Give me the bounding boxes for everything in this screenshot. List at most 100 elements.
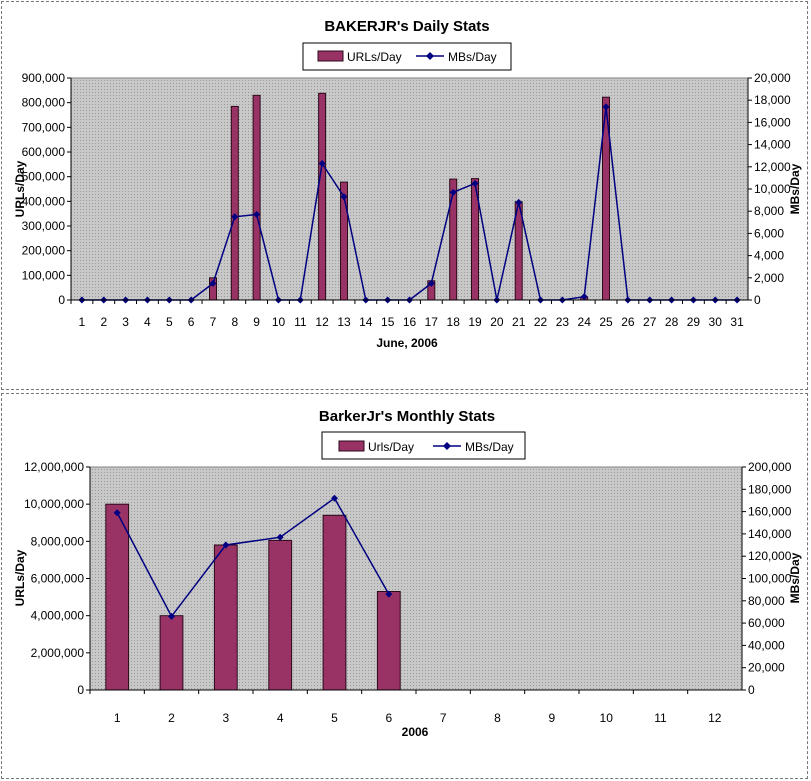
x-tick-label: 25 [599,315,613,329]
x-tick-label: 31 [730,315,744,329]
y-tick-label: 4,000,000 [31,609,85,623]
y-tick-label: 8,000,000 [31,534,85,548]
x-tick-label: 1 [114,711,121,725]
x-tick-label: 5 [166,315,173,329]
y-tick-label: 600,000 [22,145,66,159]
y-tick-label: 10,000,000 [24,497,84,511]
point-marker [427,279,435,287]
x-axis-ticks: 1 2 3 4 5 6 7 8 9 10 11 12 13 14 15 16 17 18 19 20 21 22 23 24 2… [70,299,748,329]
y2-tick-label: 120,000 [748,549,792,563]
y2-tick-label: 16,000 [754,115,791,129]
y-axis-label: URLs/Day [13,160,27,217]
point-marker [449,188,457,196]
y2-axis-label: MBs/Day [788,163,802,214]
y-axis-label: URLs/Day [13,549,27,606]
y2-tick-label: 200,000 [748,460,792,474]
monthly-stats-panel: BarkerJr's Monthly Stats Urls/Day MBs/Da… [1,393,808,779]
x-tick-label: 14 [359,315,373,329]
point-marker [276,533,284,541]
y-tick-label: 400,000 [22,194,66,208]
x-tick-label: 23 [556,315,570,329]
y2-tick-label: 160,000 [748,505,792,519]
y-tick-label: 6,000,000 [31,572,85,586]
x-tick-label: 5 [331,711,338,725]
y2-tick-label: 6,000 [754,226,784,240]
y2-tick-label: 4,000 [754,249,784,263]
x-tick-label: 9 [253,315,260,329]
x-tick-label: 4 [144,315,151,329]
y2-tick-label: 180,000 [748,482,792,496]
x-tick-label: 2 [168,711,175,725]
bar [252,94,261,301]
bar [213,544,238,691]
bar [322,514,347,691]
y2-tick-label: 60,000 [748,616,785,630]
legend-label-urls: Urls/Day [368,440,414,454]
y2-tick-label: 140,000 [748,527,792,541]
x-tick-label: 1 [79,315,86,329]
legend-label-urls: URLs/Day [347,50,402,64]
point-marker [231,213,239,221]
y-tick-label: 800,000 [22,96,66,110]
y2-tick-label: 12,000 [754,160,791,174]
x-tick-label: 7 [210,315,217,329]
y2-tick-label: 8,000 [754,204,784,218]
left-axis-ticks: 0 2,000,000 4,000,000 6,000,000 8,000,000 10,… [24,460,91,697]
point-marker [113,509,121,517]
plot-area [70,77,749,301]
x-tick-label: 13 [337,315,351,329]
daily-stats-chart: BAKERJR's Daily Stats URLs/Day MBs/Day 0… [13,18,802,350]
point-marker [515,198,523,206]
x-tick-label: 12 [708,711,722,725]
x-tick-label: 10 [600,711,614,725]
x-tick-label: 16 [403,315,417,329]
y-tick-label: 300,000 [22,219,66,233]
chart-title: BAKERJR's Daily Stats [324,18,489,35]
chart-title: BarkerJr's Monthly Stats [319,408,495,425]
y2-tick-label: 18,000 [754,93,791,107]
x-tick-label: 26 [621,315,635,329]
x-tick-label: 19 [468,315,482,329]
x-tick-label: 7 [440,711,447,725]
point-marker [331,494,338,502]
y-tick-label: 200,000 [22,244,66,258]
x-tick-label: 11 [294,315,307,329]
x-tick-label: 30 [709,315,723,329]
legend-marker-mbs [426,52,434,60]
point-marker [253,211,261,219]
x-axis-ticks: 1 2 3 4 5 6 7 8 9 10 11 12 [89,689,742,725]
y2-axis-label: MBs/Day [788,552,802,603]
line-series [113,494,393,620]
y-tick-label: 900,000 [22,71,66,85]
y-tick-label: 0 [77,683,84,697]
x-tick-label: 6 [188,315,195,329]
x-tick-label: 22 [534,315,548,329]
legend-marker-mbs [443,442,451,450]
plot-area [89,466,743,691]
point-marker [168,612,175,620]
point-marker [209,279,217,287]
bar [318,92,327,301]
legend-swatch-urls [338,440,365,452]
legend-label-mbs: MBs/Day [465,440,514,454]
y2-tick-label: 0 [748,683,755,697]
x-tick-label: 9 [548,711,555,725]
x-tick-label: 6 [385,711,392,725]
point-marker [602,103,610,111]
x-tick-label: 11 [654,711,667,725]
y2-tick-label: 80,000 [748,594,785,608]
x-tick-label: 27 [643,315,657,329]
daily-stats-panel: BAKERJR's Daily Stats URLs/Day MBs/Day 0… [1,1,808,390]
point-marker [222,541,230,549]
bar [376,591,401,691]
y-tick-label: 700,000 [22,120,66,134]
x-tick-label: 8 [494,711,501,725]
y-tick-label: 0 [58,293,65,307]
point-marker [580,293,588,301]
x-tick-label: 24 [578,315,592,329]
x-tick-label: 29 [687,315,701,329]
y2-tick-label: 0 [754,293,761,307]
x-tick-label: 12 [315,315,329,329]
y2-tick-label: 14,000 [754,138,791,152]
bar [268,539,293,691]
